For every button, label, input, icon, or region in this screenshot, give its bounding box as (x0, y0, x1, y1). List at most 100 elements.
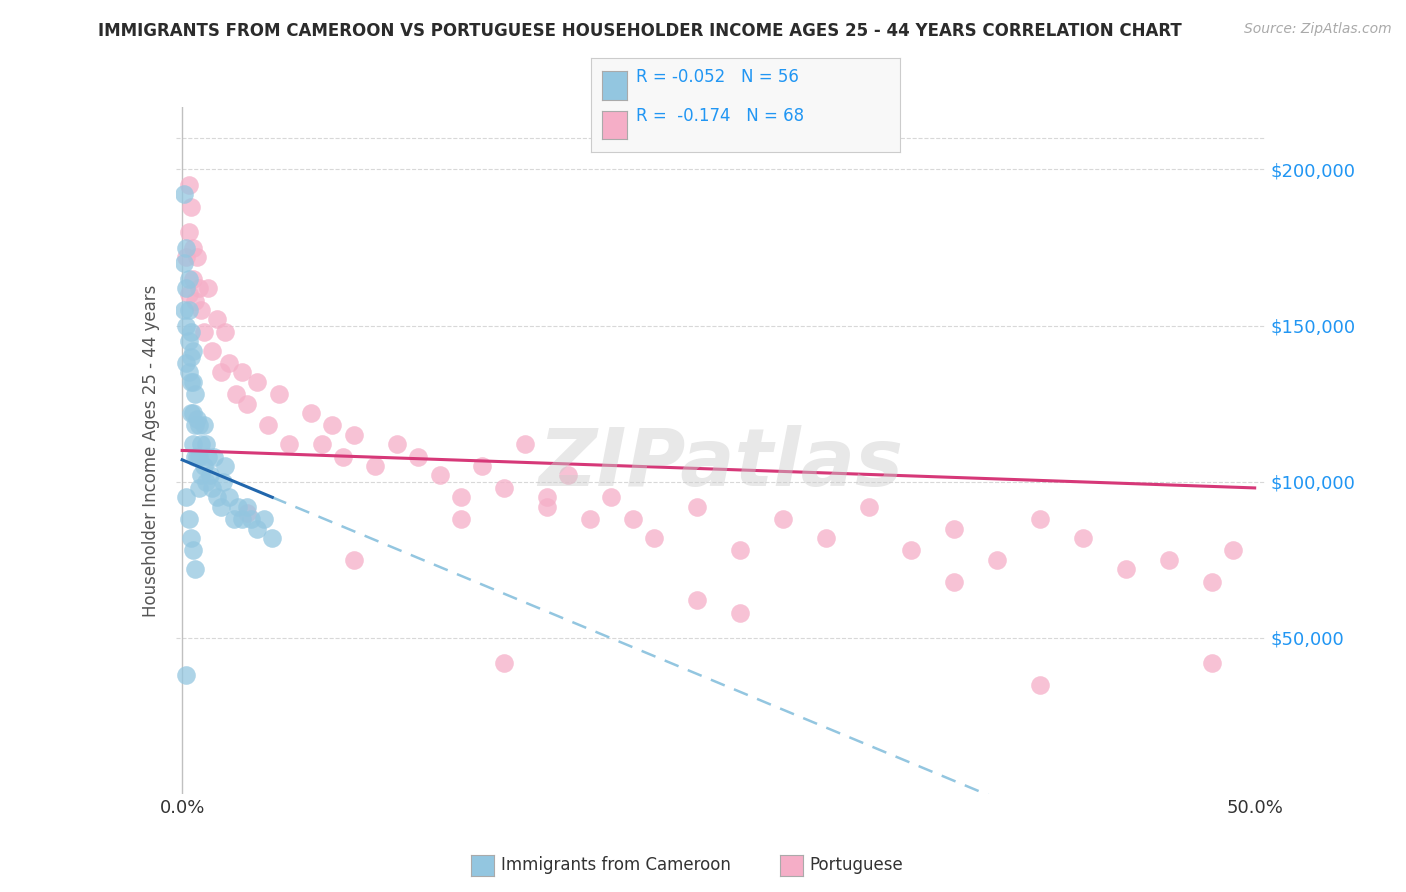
Point (492, 481, 515, 495)
Point (686, 500, 709, 514)
Point (1029, 512, 1052, 526)
Point (332, 450, 354, 464)
Point (943, 521, 966, 535)
Point (262, 531, 284, 545)
Point (197, 450, 219, 464)
Point (205, 490, 228, 504)
Point (177, 512, 200, 526)
Point (600, 490, 623, 504)
Y-axis label: Householder Income Ages 25 - 44 years: Householder Income Ages 25 - 44 years (142, 285, 160, 616)
Point (177, 366, 200, 380)
Point (257, 418, 280, 433)
Point (176, 490, 198, 504)
Point (943, 574, 966, 589)
Point (193, 325, 215, 339)
Point (176, 668, 198, 682)
Point (184, 293, 207, 308)
Point (177, 225, 200, 239)
Point (343, 427, 366, 442)
Point (181, 437, 204, 451)
Point (188, 481, 211, 495)
Point (471, 458, 494, 473)
Point (385, 437, 408, 451)
Point (253, 512, 276, 526)
Point (190, 468, 212, 483)
Point (181, 406, 204, 420)
Point (686, 593, 709, 607)
Point (235, 500, 257, 514)
Text: R = -0.052   N = 56: R = -0.052 N = 56 (636, 68, 799, 86)
Text: IMMIGRANTS FROM CAMEROON VS PORTUGUESE HOUSEHOLDER INCOME AGES 25 - 44 YEARS COR: IMMIGRANTS FROM CAMEROON VS PORTUGUESE H… (98, 22, 1182, 40)
Point (180, 200, 202, 214)
Point (180, 406, 202, 420)
Point (772, 512, 794, 526)
Point (321, 418, 343, 433)
Point (181, 543, 204, 558)
Point (194, 437, 217, 451)
Point (231, 512, 253, 526)
Point (186, 450, 208, 464)
Point (214, 458, 236, 473)
Text: Immigrants from Cameroon: Immigrants from Cameroon (501, 856, 730, 874)
Point (311, 437, 333, 451)
Point (176, 250, 198, 264)
Point (246, 521, 269, 535)
Point (814, 531, 837, 545)
Point (190, 437, 212, 451)
Point (177, 271, 200, 285)
Point (492, 656, 515, 670)
Text: ZIPatlas: ZIPatlas (538, 425, 903, 503)
Point (177, 287, 200, 301)
Point (193, 458, 215, 473)
Point (184, 562, 207, 576)
Point (184, 450, 207, 464)
Point (177, 334, 200, 348)
Point (1222, 543, 1244, 558)
Point (176, 240, 198, 255)
Point (1115, 562, 1137, 576)
Point (728, 543, 751, 558)
Point (180, 531, 202, 545)
Point (181, 343, 204, 358)
Point (218, 356, 240, 370)
Point (429, 468, 451, 483)
Text: R =  -0.174   N = 68: R = -0.174 N = 68 (636, 107, 804, 125)
Point (235, 506, 257, 520)
Point (557, 468, 579, 483)
Point (450, 490, 472, 504)
Text: Portuguese: Portuguese (810, 856, 904, 874)
Point (176, 356, 198, 370)
Point (578, 512, 600, 526)
Point (278, 437, 301, 451)
Point (343, 552, 366, 567)
Point (201, 481, 224, 495)
Point (188, 281, 211, 295)
Point (450, 512, 472, 526)
Point (202, 450, 225, 464)
Point (201, 343, 224, 358)
Point (180, 350, 202, 364)
Point (186, 250, 208, 264)
Point (536, 500, 558, 514)
Point (225, 387, 247, 401)
Point (267, 387, 290, 401)
Point (181, 375, 204, 389)
Point (643, 531, 665, 545)
Point (1029, 678, 1052, 692)
Point (176, 318, 198, 333)
Point (181, 271, 204, 285)
Point (364, 458, 387, 473)
Point (218, 490, 240, 504)
Point (173, 256, 195, 270)
Point (536, 490, 558, 504)
Point (193, 418, 215, 433)
Point (246, 375, 269, 389)
Point (1201, 574, 1223, 589)
Point (986, 552, 1008, 567)
Point (188, 450, 211, 464)
Point (406, 450, 429, 464)
Point (231, 366, 253, 380)
Text: Source: ZipAtlas.com: Source: ZipAtlas.com (1244, 22, 1392, 37)
Point (184, 418, 207, 433)
Point (205, 312, 228, 326)
